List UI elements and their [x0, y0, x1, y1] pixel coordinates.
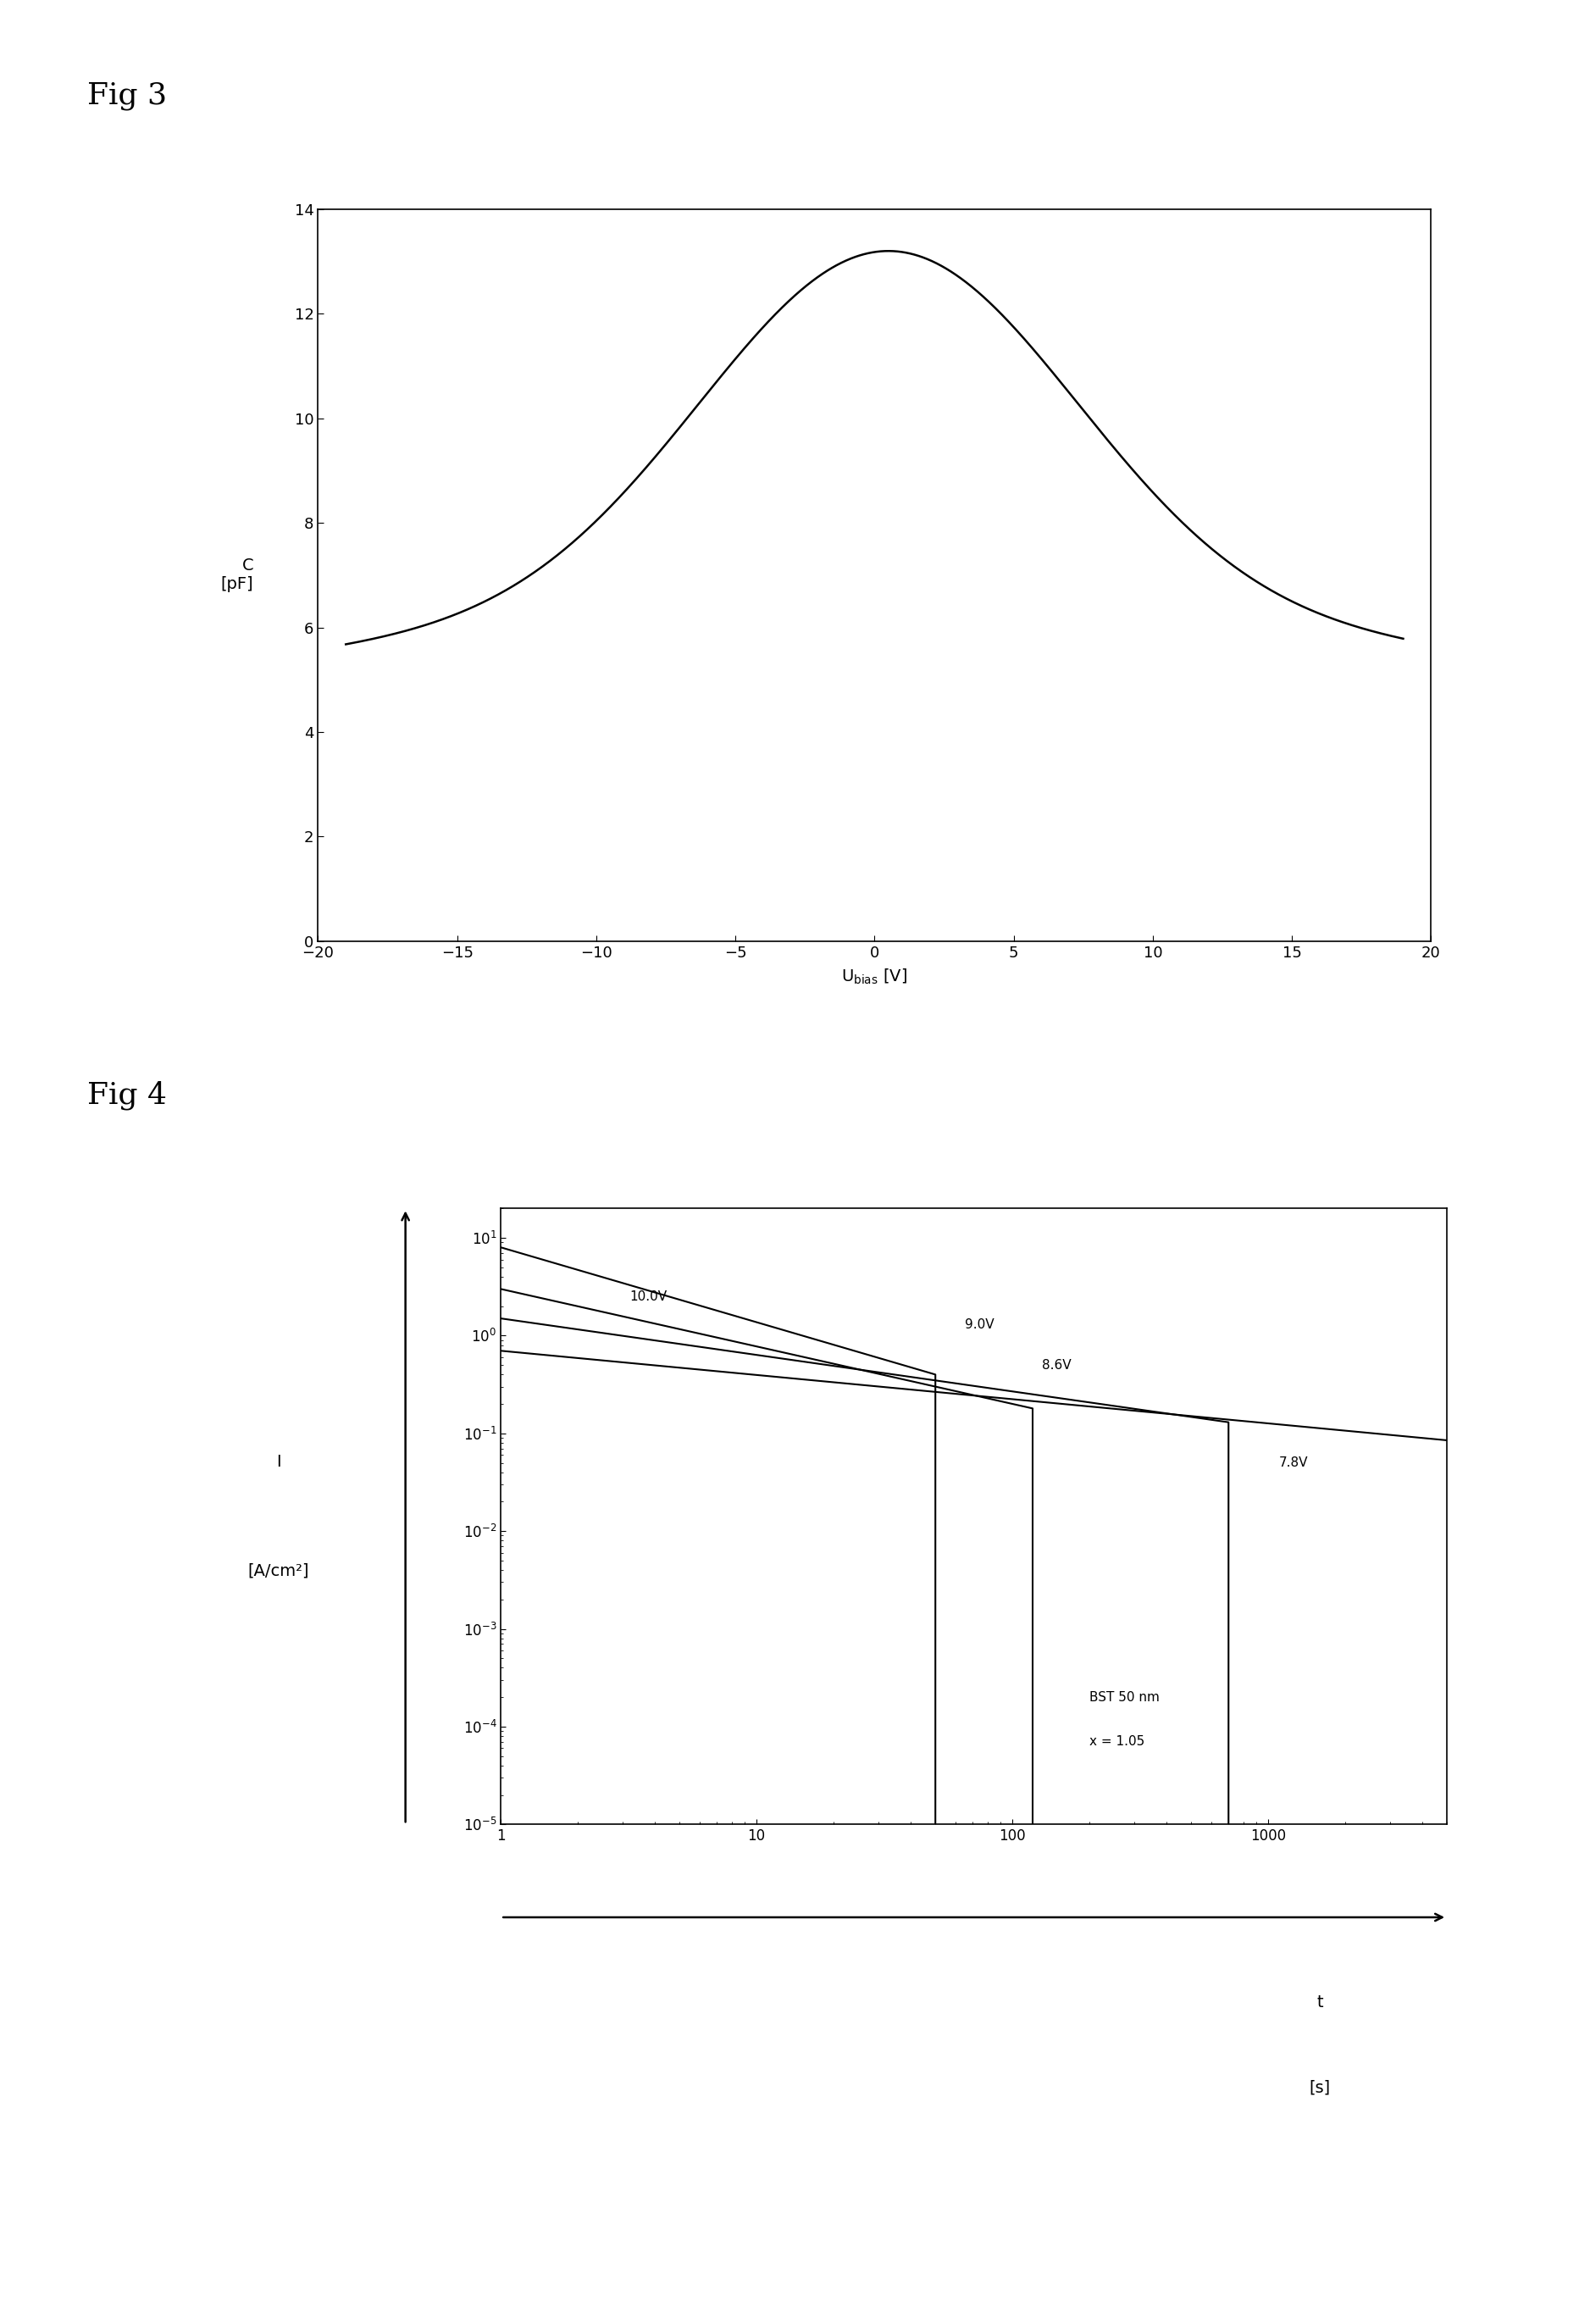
- Text: x = 1.05: x = 1.05: [1089, 1736, 1145, 1748]
- Text: 8.6V: 8.6V: [1041, 1360, 1070, 1371]
- Text: [A/cm²]: [A/cm²]: [248, 1564, 308, 1578]
- Text: 10.0V: 10.0V: [630, 1290, 668, 1304]
- Y-axis label: C
[pF]: C [pF]: [221, 558, 253, 593]
- Text: BST 50 nm: BST 50 nm: [1089, 1692, 1159, 1703]
- Text: Fig 3: Fig 3: [87, 81, 167, 109]
- Text: 9.0V: 9.0V: [965, 1318, 994, 1332]
- Text: t: t: [1317, 1994, 1323, 2010]
- Text: I: I: [277, 1455, 280, 1471]
- Text: Fig 4: Fig 4: [87, 1081, 167, 1111]
- Text: [s]: [s]: [1309, 2080, 1331, 2096]
- Text: 7.8V: 7.8V: [1278, 1457, 1309, 1469]
- X-axis label: U$_{\rm bias}$ [V]: U$_{\rm bias}$ [V]: [841, 967, 908, 988]
